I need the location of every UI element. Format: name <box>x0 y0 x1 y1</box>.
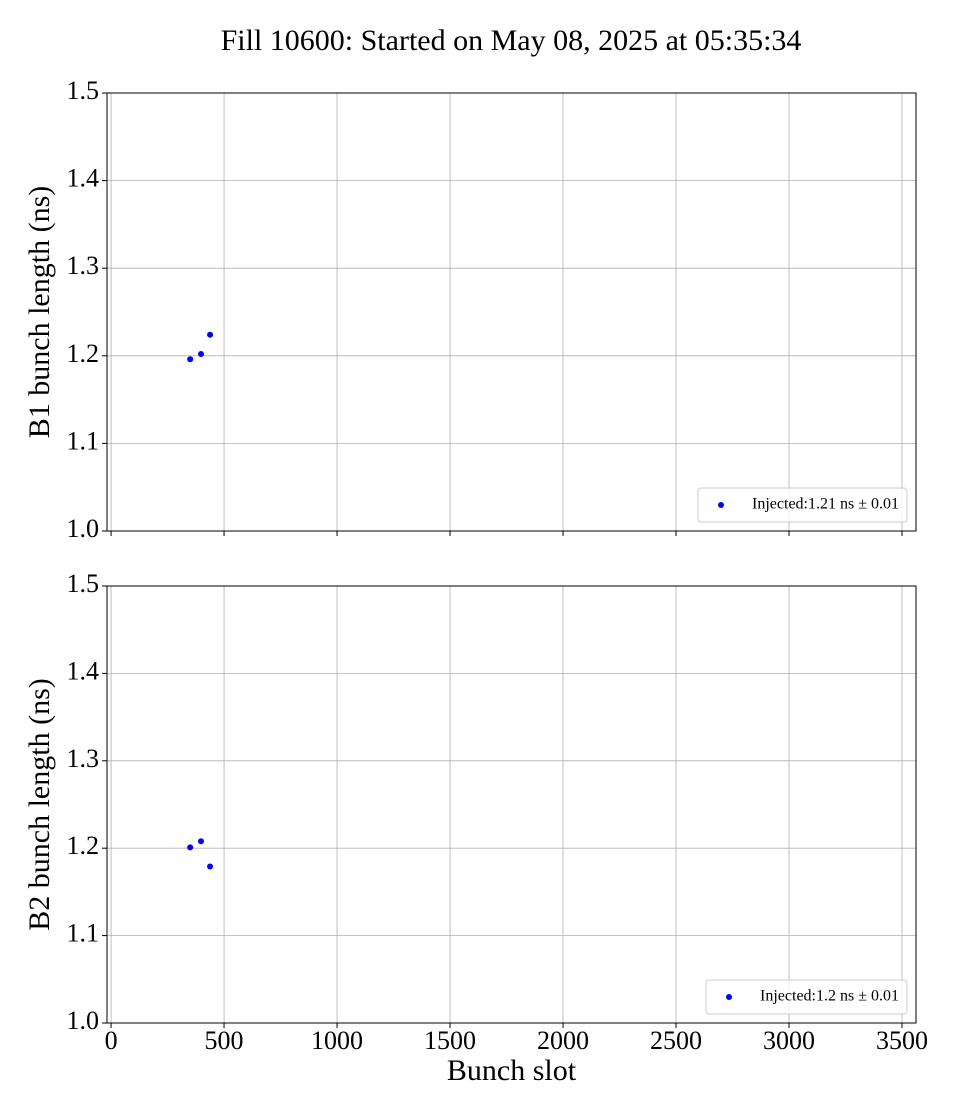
x-axis-label: Bunch slot <box>447 1054 577 1087</box>
y-tick-label: 1.0 <box>67 1006 100 1035</box>
y-tick-label: 1.5 <box>67 569 100 598</box>
legend: Injected:1.2 ns ± 0.01 <box>726 988 899 1005</box>
y-tick-label: 1.1 <box>67 919 100 948</box>
axes-frame <box>106 92 917 532</box>
point <box>198 351 205 358</box>
legend-label: Injected:1.21 ns ± 0.01 <box>752 496 899 513</box>
x-tick-label: 0 <box>105 1026 118 1055</box>
y-tick-label: 1.4 <box>67 164 100 193</box>
y-tick-label: 1.1 <box>67 426 100 455</box>
legend: Injected:1.21 ns ± 0.01 <box>718 496 899 513</box>
point <box>187 844 194 851</box>
y-tick-label: 1.3 <box>67 251 100 280</box>
y-axis-label: B1 bunch length (ns) <box>23 186 56 438</box>
legend-frame <box>697 487 908 523</box>
x-tick-label: 3500 <box>876 1026 928 1055</box>
figure-title: Fill 10600: Started on May 08, 2025 at 0… <box>221 24 802 57</box>
point <box>207 863 214 870</box>
legend-frame <box>705 979 908 1015</box>
y-tick-label: 1.2 <box>67 831 100 860</box>
legend-label: Injected:1.2 ns ± 0.01 <box>760 988 899 1005</box>
x-tick-label: 1500 <box>424 1026 476 1055</box>
y-tick-label: 1.2 <box>67 339 100 368</box>
y-tick-label: 1.0 <box>67 514 100 543</box>
point <box>207 331 214 338</box>
x-tick-label: 2000 <box>537 1026 589 1055</box>
axes-frame <box>106 585 917 1024</box>
x-tick-label: 1000 <box>311 1026 363 1055</box>
y-tick-label: 1.3 <box>67 744 100 773</box>
x-tick-label: 2500 <box>650 1026 702 1055</box>
y-axis-label: B2 bunch length (ns) <box>23 678 56 930</box>
x-tick-label: 500 <box>205 1026 244 1055</box>
point <box>187 356 194 363</box>
x-tick-label: 3000 <box>763 1026 815 1055</box>
y-tick-label: 1.5 <box>67 76 100 105</box>
legend-marker <box>726 994 733 1000</box>
legend-marker <box>718 502 725 508</box>
point <box>198 838 205 845</box>
y-tick-label: 1.4 <box>67 656 100 685</box>
